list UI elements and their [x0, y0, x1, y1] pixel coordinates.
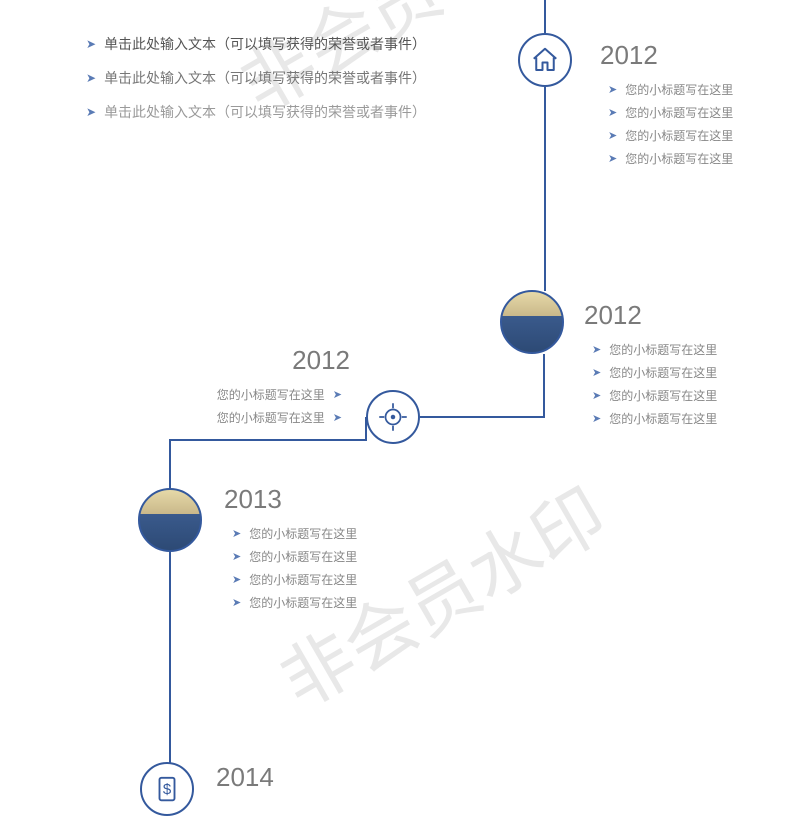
chevron-icon: ➤ [608, 152, 617, 165]
bullet-text: 您的小标题写在这里 [625, 127, 733, 144]
timeline-entry: 2012 ➤ 您的小标题写在这里 ➤ 您的小标题写在这里 ➤ 您的小标题写在这里 ➤ 您的小标题… [584, 300, 717, 433]
bullet-item: ➤ 您的小标题写在这里 [224, 571, 357, 588]
timeline-diagram: 非会员非会员水印 ➤单击此处输入文本（可以填写获得的荣誉或者事件）➤单击此处输入… [0, 0, 800, 800]
chevron-icon: ➤ [86, 71, 96, 85]
bullet-list: ➤ 您的小标题写在这里 ➤ 您的小标题写在这里 ➤ 您的小标题写在这里 ➤ 您的小标题写在这里 [584, 341, 717, 427]
chevron-icon: ➤ [608, 83, 617, 96]
intro-text: 单击此处输入文本（可以填写获得的荣誉或者事件） [104, 34, 426, 54]
intro-text: 单击此处输入文本（可以填写获得的荣誉或者事件） [104, 68, 426, 88]
year-label: 2012 [584, 300, 717, 331]
photo-node [500, 290, 564, 354]
year-label: 2014 [216, 762, 274, 793]
year-label: 2012 [600, 40, 733, 71]
bullet-text: 您的小标题写在这里 [625, 104, 733, 121]
chevron-icon: ➤ [86, 105, 96, 119]
bullet-text: 您的小标题写在这里 [625, 150, 733, 167]
intro-item: ➤ 单击此处输入文本（可以填写获得的荣誉或者事件） [86, 34, 426, 54]
bullet-text: 您的小标题写在这里 [249, 548, 357, 565]
chevron-icon: ➤ [333, 411, 342, 424]
bullet-list: ➤ 您的小标题写在这里 ➤ 您的小标题写在这里 [210, 386, 350, 426]
bullet-text: 您的小标题写在这里 [609, 387, 717, 404]
bullet-item: ➤ 您的小标题写在这里 [210, 386, 350, 403]
chevron-icon: ➤ [86, 37, 96, 51]
bullet-item: ➤ 您的小标题写在这里 [584, 341, 717, 358]
bullet-text: 您的小标题写在这里 [249, 571, 357, 588]
chevron-icon: ➤ [592, 389, 601, 402]
bullet-item: ➤ 您的小标题写在这里 [600, 104, 733, 121]
bullet-item: ➤ 您的小标题写在这里 [210, 409, 350, 426]
timeline-entry: 2014 [216, 762, 274, 803]
intro-text: 单击此处输入文本（可以填写获得的荣誉或者事件） [104, 102, 426, 122]
chevron-icon: ➤ [592, 412, 601, 425]
bullet-item: ➤ 您的小标题写在这里 [600, 81, 733, 98]
timeline-connector [418, 352, 546, 419]
bullet-text: 您的小标题写在这里 [249, 594, 357, 611]
bullet-item: ➤ 您的小标题写在这里 [224, 594, 357, 611]
timeline-line [544, 87, 546, 199]
intro-list: ➤ 单击此处输入文本（可以填写获得的荣誉或者事件） ➤ 单击此处输入文本（可以填写获得… [86, 34, 426, 136]
home-icon-node [518, 33, 572, 87]
chevron-icon: ➤ [232, 596, 241, 609]
bullet-item: ➤ 您的小标题写在这里 [600, 150, 733, 167]
bullet-item: ➤ 您的小标题写在这里 [224, 548, 357, 565]
chevron-icon: ➤ [232, 550, 241, 563]
bullet-item: ➤ 您的小标题写在这里 [584, 364, 717, 381]
bullet-item: ➤ 您的小标题写在这里 [600, 127, 733, 144]
timeline-line [169, 552, 171, 764]
chevron-icon: ➤ [232, 527, 241, 540]
chevron-icon: ➤ [232, 573, 241, 586]
chevron-icon: ➤ [592, 343, 601, 356]
timeline-entry: 2012 ➤ 您的小标题写在这里 ➤ 您的小标题写在这里 [210, 345, 350, 432]
bullet-text: 您的小标题写在这里 [217, 409, 325, 426]
timeline-line [544, 199, 546, 291]
target-icon-node [366, 390, 420, 444]
bullet-text: 您的小标题写在这里 [609, 410, 717, 427]
bullet-item: ➤ 您的小标题写在这里 [584, 410, 717, 427]
money-icon-node: $ [140, 762, 194, 816]
chevron-icon: ➤ [333, 388, 342, 401]
bullet-text: 您的小标题写在这里 [625, 81, 733, 98]
chevron-icon: ➤ [608, 106, 617, 119]
svg-text:$: $ [163, 781, 172, 798]
intro-item: ➤ 单击此处输入文本（可以填写获得的荣誉或者事件） [86, 68, 426, 88]
timeline-line [169, 440, 171, 490]
intro-item: ➤ 单击此处输入文本（可以填写获得的荣誉或者事件） [86, 102, 426, 122]
timeline-entry: 2013 ➤ 您的小标题写在这里 ➤ 您的小标题写在这里 ➤ 您的小标题写在这里 ➤ 您的小标题… [224, 484, 357, 617]
timeline-entry: 2012 ➤ 您的小标题写在这里 ➤ 您的小标题写在这里 ➤ 您的小标题写在这里 ➤ 您的小标题… [600, 40, 733, 173]
bullet-list: ➤ 您的小标题写在这里 ➤ 您的小标题写在这里 ➤ 您的小标题写在这里 ➤ 您的小标题写在这里 [600, 81, 733, 167]
chevron-icon: ➤ [592, 366, 601, 379]
bullet-item: ➤ 您的小标题写在这里 [584, 387, 717, 404]
bullet-text: 您的小标题写在这里 [609, 364, 717, 381]
timeline-line [544, 0, 546, 33]
bullet-item: ➤ 您的小标题写在这里 [224, 525, 357, 542]
bullet-text: 您的小标题写在这里 [217, 386, 325, 403]
bullet-text: 您的小标题写在这里 [609, 341, 717, 358]
bullet-list: ➤ 您的小标题写在这里 ➤ 您的小标题写在这里 ➤ 您的小标题写在这里 ➤ 您的小标题写在这里 [224, 525, 357, 611]
year-label: 2013 [224, 484, 357, 515]
year-label: 2012 [210, 345, 350, 376]
photo-node [138, 488, 202, 552]
bullet-text: 您的小标题写在这里 [249, 525, 357, 542]
chevron-icon: ➤ [608, 129, 617, 142]
